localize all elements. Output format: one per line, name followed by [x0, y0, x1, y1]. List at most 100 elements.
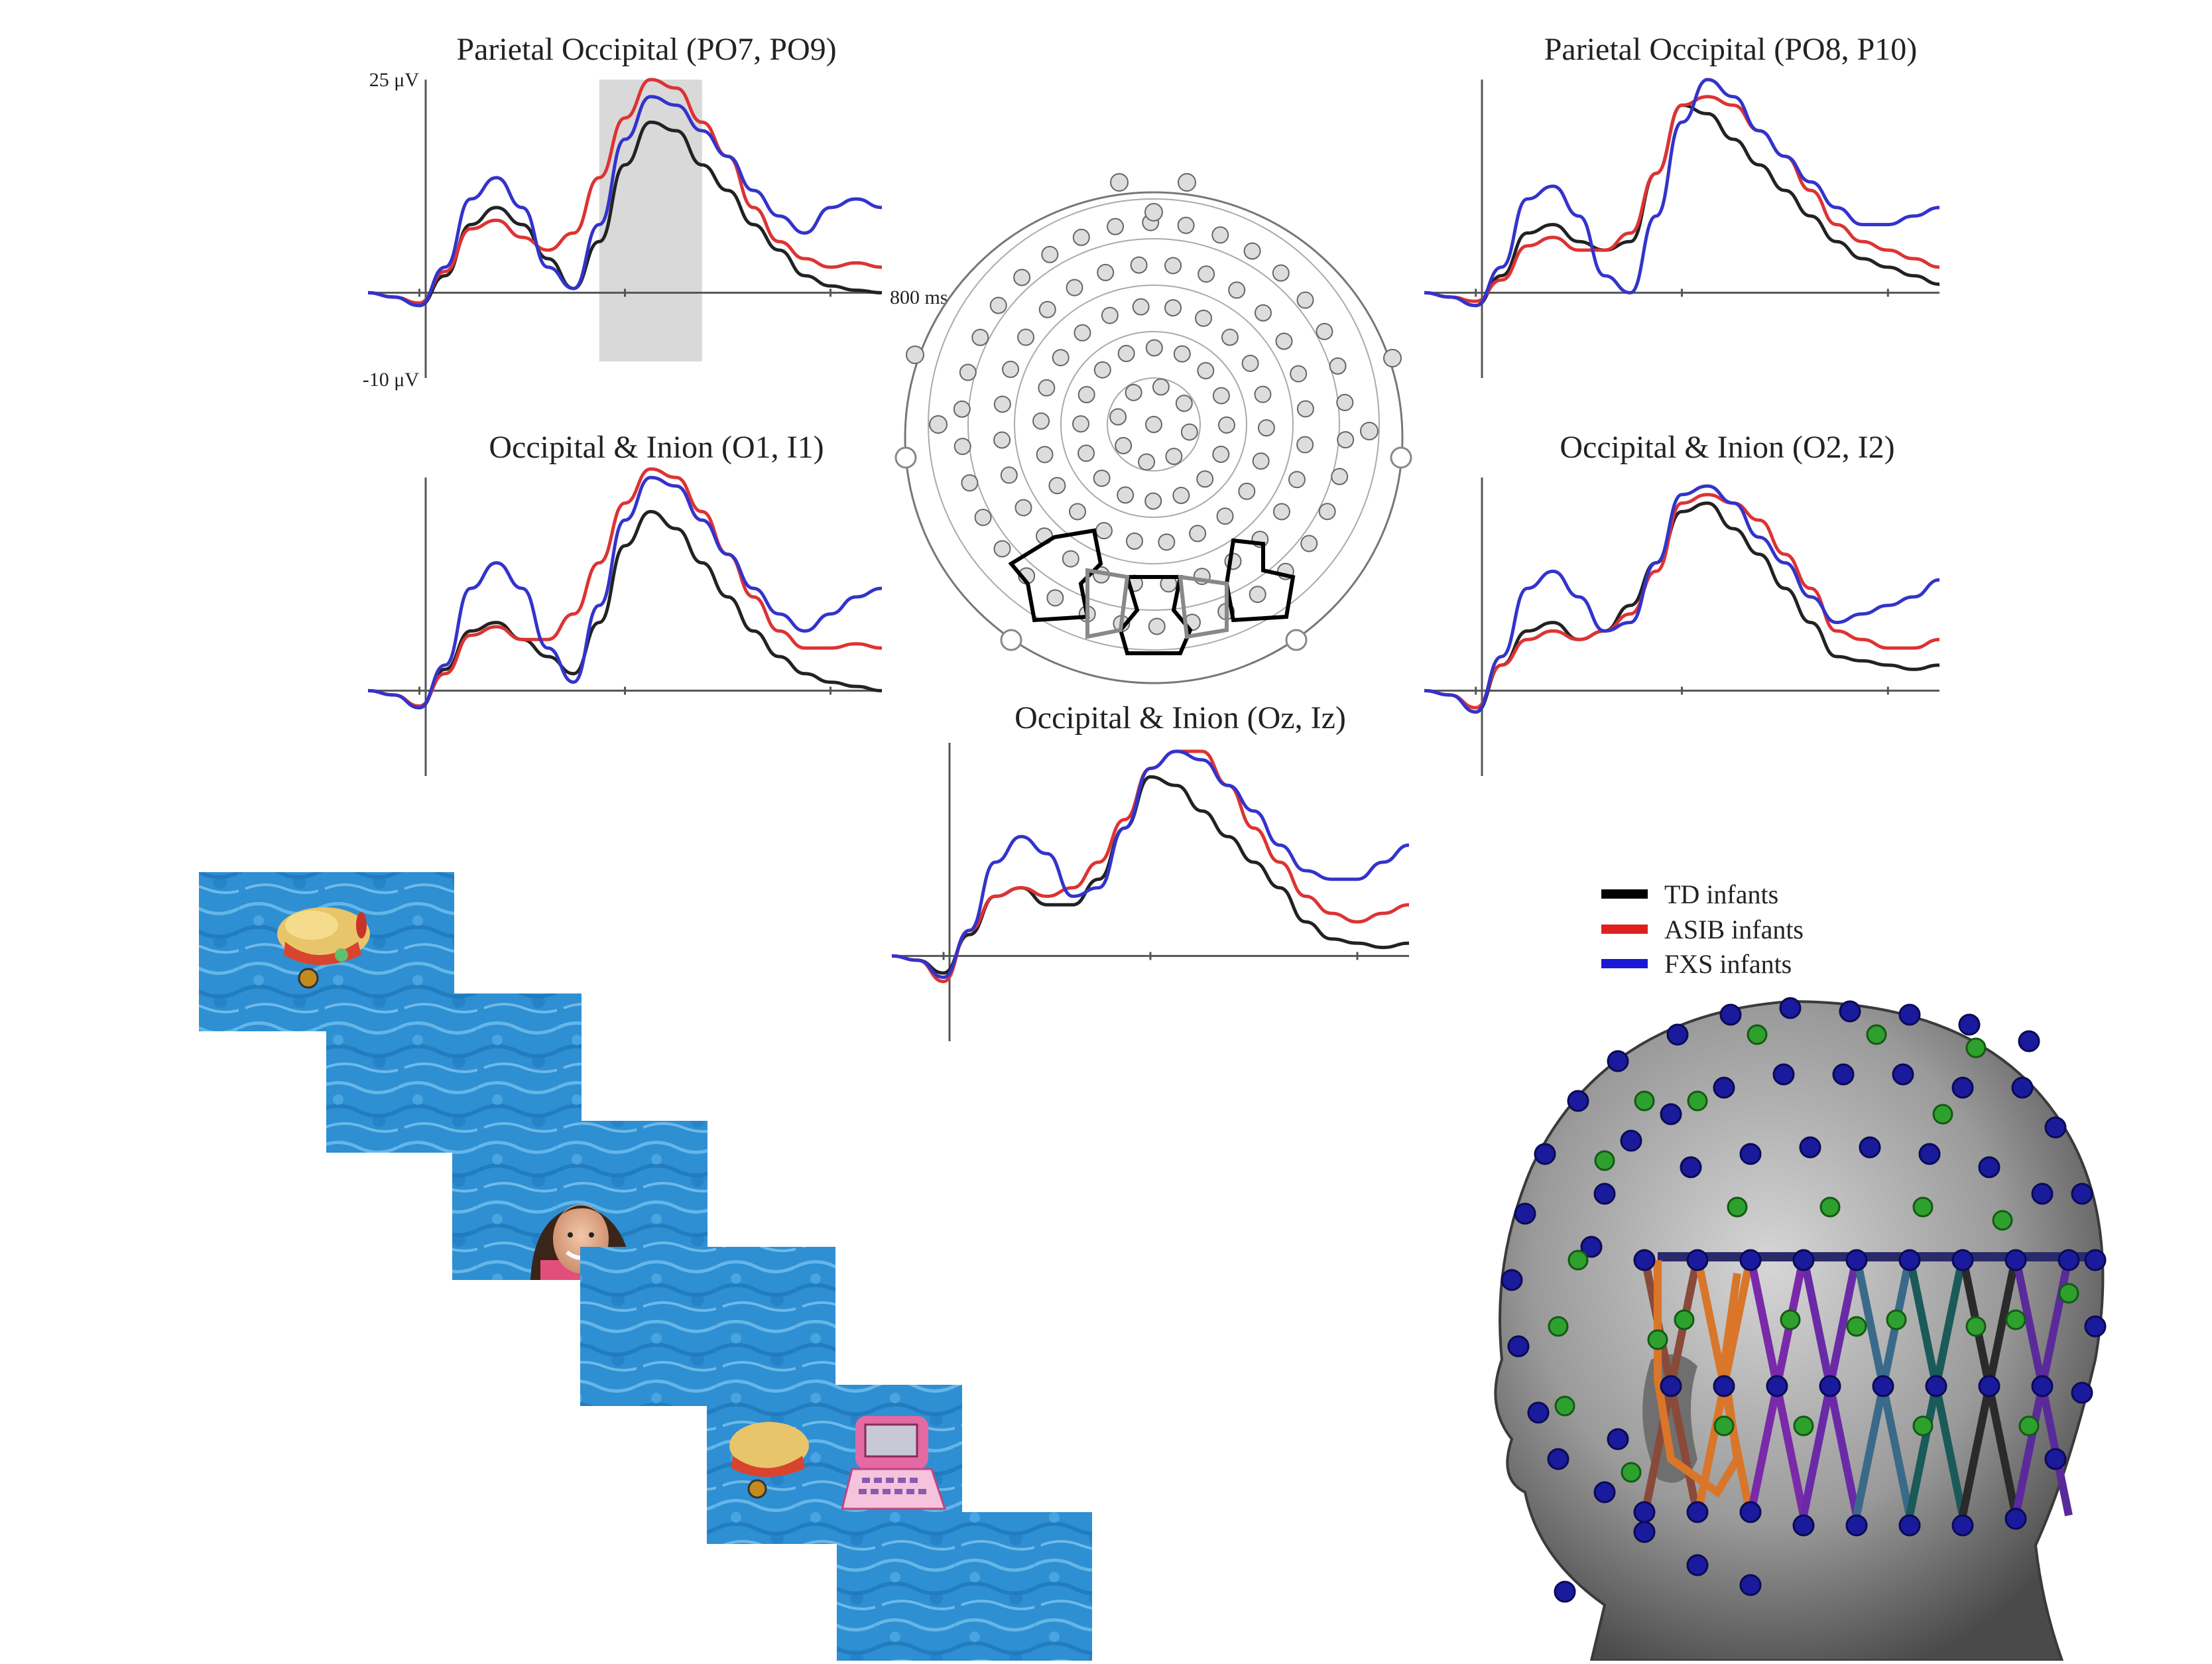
headmap-electrode	[1316, 322, 1333, 340]
x-end-label: 800 ms	[890, 287, 948, 308]
headmap-mark-left	[1000, 629, 1022, 651]
headmap-electrode	[1212, 387, 1230, 405]
headmap-electrode	[1145, 339, 1163, 357]
net-electrode-blue	[1766, 1375, 1788, 1397]
net-electrode-blue	[1507, 1335, 1530, 1358]
net-electrode-blue	[1951, 1249, 1974, 1271]
legend-swatch-td	[1601, 889, 1648, 899]
net-electrode-blue	[1554, 1580, 1576, 1603]
net-electrode-blue	[1898, 1249, 1921, 1271]
headmap-electrode	[1257, 419, 1275, 437]
headmap-electrode	[1130, 256, 1148, 274]
headmap-electrode	[1077, 444, 1095, 462]
net-electrode-blue	[1918, 1143, 1941, 1165]
headmap-electrode	[1145, 416, 1162, 433]
title-po8-p10: Parietal Occipital (PO8, P10)	[1544, 32, 1918, 67]
headmap-electrode	[1164, 299, 1182, 317]
net-electrode-green	[1674, 1309, 1695, 1330]
sensor-net-electrodes	[1501, 997, 2107, 1603]
headmap-electrode	[959, 363, 977, 381]
headmap-electrode	[1337, 431, 1355, 449]
headmap-ring	[928, 198, 1380, 651]
headmap-electrode	[1066, 279, 1083, 296]
headmap-electrode	[993, 540, 1011, 558]
headmap-outline	[904, 191, 1404, 684]
net-electrode-blue	[1719, 1003, 1742, 1026]
series-line-asib-infants	[1424, 493, 1940, 710]
net-electrode-green	[1912, 1196, 1934, 1218]
title-po7-po9: Parietal Occipital (PO7, PO9)	[456, 32, 836, 67]
headmap-electrode	[1300, 535, 1318, 552]
headmap-electrode	[1175, 395, 1193, 413]
headmap-electrode	[1062, 550, 1079, 568]
stimulus-sequence	[199, 872, 1092, 1661]
headmap-electrode	[1097, 263, 1115, 281]
net-electrode-blue	[2044, 1116, 2067, 1139]
headmap-electrode	[993, 431, 1011, 449]
net-electrode-blue	[1951, 1076, 1974, 1099]
series-line-td-infants	[367, 509, 883, 710]
net-electrode-green	[1634, 1090, 1655, 1112]
headmap-electrode	[1336, 393, 1354, 411]
headmap-electrode	[974, 509, 992, 527]
net-electrode-green	[1965, 1316, 1987, 1337]
headmap-ring	[1014, 285, 1294, 564]
headmap-electrode	[1331, 468, 1349, 485]
y-bottom-label: -10 μV	[363, 369, 420, 391]
headmap-ring	[1060, 331, 1247, 518]
net-electrode-blue	[1660, 1103, 1682, 1125]
net-electrode-green	[1747, 1024, 1768, 1045]
net-electrode-blue	[2071, 1381, 2093, 1404]
headmap-electrode	[1048, 477, 1066, 495]
headmap-electrode	[1144, 203, 1163, 222]
net-electrode-green	[1727, 1196, 1748, 1218]
net-electrode-blue	[2004, 1249, 2027, 1271]
net-electrode-blue	[1686, 1249, 1709, 1271]
headmap-electrode	[1117, 486, 1135, 504]
headmap-electrode	[1173, 345, 1191, 363]
headmap-electrode	[1195, 309, 1213, 327]
headmap-electrode	[1275, 332, 1293, 350]
headmap-electrode	[1296, 400, 1314, 418]
headmap-electrode	[1017, 328, 1035, 346]
headmap-electrode	[1148, 617, 1166, 635]
headmap-electrode	[1138, 453, 1156, 471]
net-electrode-blue	[1832, 1063, 1855, 1086]
headmap-electrode	[1241, 354, 1259, 372]
net-electrode-blue	[2004, 1507, 2027, 1530]
net-electrode-blue	[2071, 1183, 2093, 1205]
series-line-td-infants	[1424, 103, 1940, 308]
headmap-electrode	[1296, 436, 1314, 454]
net-electrode-blue	[1713, 1375, 1735, 1397]
net-electrode-blue	[1845, 1514, 1868, 1537]
headmap-electrode	[1000, 466, 1018, 484]
series-line-asib-infants	[367, 467, 883, 708]
net-electrode-green	[1594, 1150, 1615, 1171]
net-electrode-blue	[1680, 1156, 1702, 1179]
headmap-electrode	[1165, 448, 1183, 466]
erp-panel-o2-i2	[1424, 478, 1940, 776]
net-electrode-blue	[1633, 1249, 1656, 1271]
legend-label-td: TD infants	[1664, 879, 1778, 909]
headmap-electrode	[1228, 281, 1246, 299]
series-line-asib-infants	[1424, 95, 1940, 303]
headmap-electrode	[1254, 304, 1272, 322]
net-electrode-blue	[2031, 1375, 2054, 1397]
net-electrode-blue	[1792, 1249, 1815, 1271]
net-electrode-blue	[1799, 1136, 1821, 1159]
headmap-electrode	[1046, 589, 1064, 607]
net-electrode-blue	[2058, 1249, 2080, 1271]
net-electrode-blue	[2084, 1249, 2107, 1271]
net-electrode-green	[1932, 1104, 1953, 1125]
headmap-electrode	[1038, 379, 1056, 397]
net-electrode-blue	[1859, 1136, 1881, 1159]
headmap-electrodes	[906, 173, 1402, 635]
net-electrode-green	[2058, 1283, 2079, 1304]
headmap-electrode	[1272, 503, 1290, 521]
net-electrode-green	[2005, 1309, 2026, 1330]
headmap-electrode	[1189, 525, 1207, 543]
net-electrode-green	[1567, 1249, 1589, 1271]
net-electrode-green	[1793, 1415, 1814, 1437]
